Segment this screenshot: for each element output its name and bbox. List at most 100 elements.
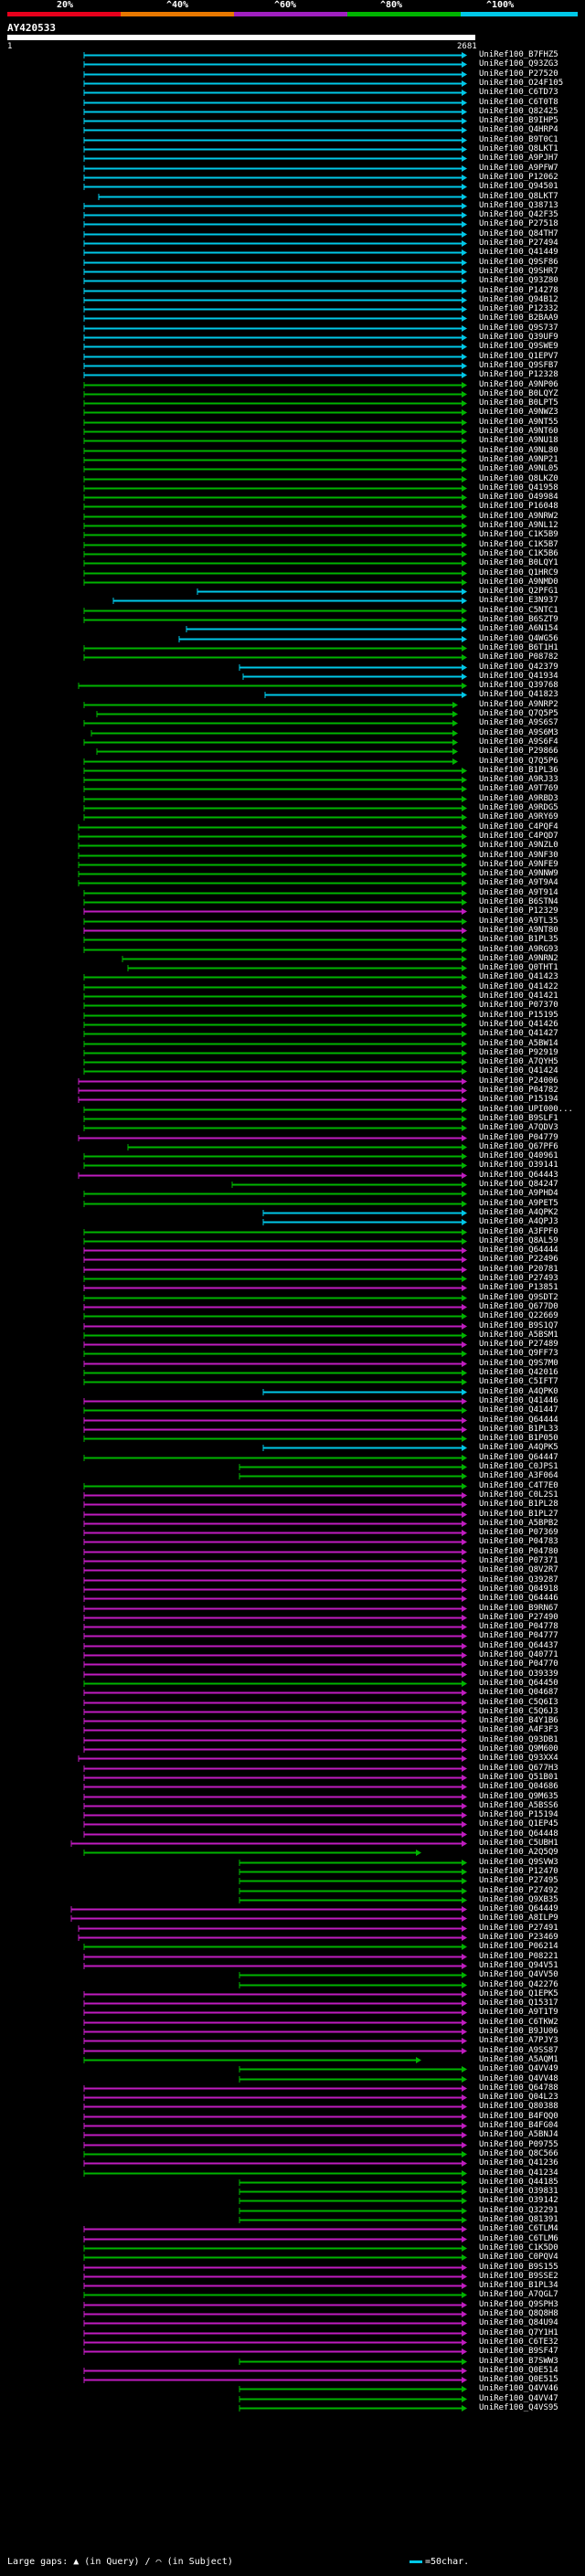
hit-label[interactable]: UniRef100_B9SLF1 <box>479 1113 558 1123</box>
hit-row[interactable]: UniRef100_Q80388 <box>0 2102 585 2111</box>
hit-label[interactable]: UniRef100_P08221 <box>479 1951 558 1961</box>
hit-label[interactable]: UniRef100_B2BAA9 <box>479 313 558 323</box>
hit-label[interactable]: UniRef100_A4QPK5 <box>479 1443 558 1453</box>
hit-row[interactable]: UniRef100_Q32291 <box>0 2205 585 2215</box>
hit-label[interactable]: UniRef100_Q42016 <box>479 1368 558 1377</box>
hit-row[interactable]: UniRef100_Q42016 <box>0 1368 585 1377</box>
hit-row[interactable]: UniRef100_Q64449 <box>0 1904 585 1914</box>
hit-label[interactable]: UniRef100_A6N154 <box>479 624 558 634</box>
hit-row[interactable]: UniRef100_Q4VV47 <box>0 2394 585 2403</box>
hit-row[interactable]: UniRef100_B1PL34 <box>0 2281 585 2290</box>
hit-row[interactable]: UniRef100_Q94B12 <box>0 294 585 304</box>
hit-row[interactable]: UniRef100_Q677H3 <box>0 1764 585 1773</box>
hit-label[interactable]: UniRef100_Q64444 <box>479 1246 558 1256</box>
hit-label[interactable]: UniRef100_P92919 <box>479 1047 558 1057</box>
hit-label[interactable]: UniRef100_B4Y1B6 <box>479 1716 558 1726</box>
hit-label[interactable]: UniRef100_P04777 <box>479 1631 558 1641</box>
hit-label[interactable]: UniRef100_C5Q6I3 <box>479 1697 558 1707</box>
hit-label[interactable]: UniRef100_P12332 <box>479 304 558 314</box>
hit-row[interactable]: UniRef100_Q9XB35 <box>0 1894 585 1904</box>
hit-label[interactable]: UniRef100_Q64449 <box>479 1904 558 1914</box>
hit-row[interactable]: UniRef100_P27493 <box>0 1274 585 1283</box>
hit-row[interactable]: UniRef100_Q9M600 <box>0 1744 585 1754</box>
hit-row[interactable]: UniRef100_A4QPK5 <box>0 1443 585 1453</box>
hit-label[interactable]: UniRef100_B1PL35 <box>479 935 558 945</box>
hit-label[interactable]: UniRef100_P07370 <box>479 1001 558 1011</box>
hit-row[interactable]: UniRef100_B1PL27 <box>0 1510 585 1519</box>
hit-label[interactable]: UniRef100_Q9SWE9 <box>479 342 558 352</box>
hit-row[interactable]: UniRef100_P06214 <box>0 1942 585 1951</box>
hit-row[interactable]: UniRef100_Q04918 <box>0 1585 585 1594</box>
hit-row[interactable]: UniRef100_C6TLM6 <box>0 2234 585 2243</box>
hit-row[interactable]: UniRef100_C5Q6J3 <box>0 1707 585 1716</box>
hit-label[interactable]: UniRef100_B1PL33 <box>479 1424 558 1434</box>
hit-row[interactable]: UniRef100_Q9SFB7 <box>0 361 585 370</box>
hit-label[interactable]: UniRef100_P29866 <box>479 747 558 757</box>
hit-label[interactable]: UniRef100_Q32291 <box>479 2205 558 2215</box>
hit-label[interactable]: UniRef100_Q81391 <box>479 2215 558 2224</box>
hit-label[interactable]: UniRef100_Q40961 <box>479 1151 558 1161</box>
hit-label[interactable]: UniRef100_B9IHP5 <box>479 116 558 126</box>
hit-label[interactable]: UniRef100_A9PHD4 <box>479 1189 558 1199</box>
hit-label[interactable]: UniRef100_E3N937 <box>479 596 558 606</box>
hit-row[interactable]: UniRef100_A5BSM1 <box>0 1330 585 1340</box>
hit-row[interactable]: UniRef100_C4PQF4 <box>0 822 585 832</box>
hit-label[interactable]: UniRef100_A9NFE9 <box>479 859 558 869</box>
hit-label[interactable]: UniRef100_P12328 <box>479 370 558 380</box>
hit-row[interactable]: UniRef100_Q8Q8H8 <box>0 2309 585 2318</box>
hit-row[interactable]: UniRef100_A9TL35 <box>0 917 585 926</box>
hit-label[interactable]: UniRef100_P04782 <box>479 1086 558 1095</box>
hit-row[interactable]: UniRef100_Q1EPV7 <box>0 352 585 361</box>
hit-label[interactable]: UniRef100_A9NWZ3 <box>479 408 558 418</box>
hit-row[interactable]: UniRef100_Q7Q5P6 <box>0 757 585 766</box>
hit-row[interactable]: UniRef100_C6TD73 <box>0 88 585 97</box>
hit-row[interactable]: UniRef100_A9NL80 <box>0 445 585 455</box>
hit-label[interactable]: UniRef100_O39339 <box>479 1669 558 1679</box>
hit-row[interactable]: UniRef100_P07371 <box>0 1556 585 1565</box>
hit-label[interactable]: UniRef100_A9SS87 <box>479 2045 558 2055</box>
hit-row[interactable]: UniRef100_A9S6M3 <box>0 728 585 737</box>
hit-label[interactable]: UniRef100_A5AQM1 <box>479 2054 558 2064</box>
hit-label[interactable]: UniRef100_A7QYH5 <box>479 1057 558 1067</box>
hit-row[interactable]: UniRef100_A9PJH7 <box>0 154 585 163</box>
hit-row[interactable]: UniRef100_B9S1Q7 <box>0 1321 585 1330</box>
hit-row[interactable]: UniRef100_Q8C566 <box>0 2149 585 2158</box>
hit-label[interactable]: UniRef100_A9NL80 <box>479 445 558 455</box>
hit-row[interactable]: UniRef100_P92919 <box>0 1047 585 1057</box>
hit-row[interactable]: UniRef100_A9NP06 <box>0 380 585 389</box>
hit-label[interactable]: UniRef100_Q94B12 <box>479 294 558 304</box>
hit-row[interactable]: UniRef100_Q4VV48 <box>0 2074 585 2083</box>
hit-row[interactable]: UniRef100_O39831 <box>0 2187 585 2196</box>
hit-row[interactable]: UniRef100_Q4VV49 <box>0 2064 585 2073</box>
hit-label[interactable]: UniRef100_P27490 <box>479 1612 558 1622</box>
hit-row[interactable]: UniRef100_P04778 <box>0 1622 585 1631</box>
hit-row[interactable]: UniRef100_B9SLF1 <box>0 1113 585 1123</box>
hit-label[interactable]: UniRef100_Q41958 <box>479 482 558 493</box>
hit-row[interactable]: UniRef100_Q41422 <box>0 982 585 991</box>
hit-row[interactable]: UniRef100_P12470 <box>0 1867 585 1876</box>
hit-label[interactable]: UniRef100_Q41427 <box>479 1029 558 1039</box>
hit-label[interactable]: UniRef100_Q9XB35 <box>479 1894 558 1904</box>
hit-label[interactable]: UniRef100_O39142 <box>479 2196 558 2206</box>
hit-label[interactable]: UniRef100_B7SWW3 <box>479 2356 558 2366</box>
hit-label[interactable]: UniRef100_Q8AL59 <box>479 1235 558 1246</box>
hit-row[interactable]: UniRef100_A7QYH5 <box>0 1057 585 1067</box>
hit-row[interactable]: UniRef100_Q4HRP4 <box>0 125 585 134</box>
hit-row[interactable]: UniRef100_A9PET5 <box>0 1199 585 1208</box>
hit-label[interactable]: UniRef100_Q1HRC9 <box>479 567 558 578</box>
hit-label[interactable]: UniRef100_Q41236 <box>479 2158 558 2168</box>
hit-row[interactable]: UniRef100_Q93Z80 <box>0 276 585 285</box>
hit-row[interactable]: UniRef100_C0L2S1 <box>0 1490 585 1500</box>
hit-label[interactable]: UniRef100_A9NT80 <box>479 925 558 935</box>
hit-row[interactable]: UniRef100_Q41449 <box>0 248 585 257</box>
hit-row[interactable]: UniRef100_Q64447 <box>0 1453 585 1462</box>
hit-row[interactable]: UniRef100_O39141 <box>0 1161 585 1170</box>
hit-row[interactable]: UniRef100_Q41823 <box>0 690 585 699</box>
hit-row[interactable]: UniRef100_Q15317 <box>0 1998 585 2008</box>
hit-row[interactable]: UniRef100_C4PQD7 <box>0 832 585 841</box>
hit-row[interactable]: UniRef100_Q40771 <box>0 1650 585 1659</box>
hit-label[interactable]: UniRef100_Q7Q5P5 <box>479 709 558 718</box>
hit-row[interactable]: UniRef100_A9RG93 <box>0 945 585 954</box>
hit-row[interactable]: UniRef100_P24006 <box>0 1076 585 1086</box>
hit-row[interactable]: UniRef100_A9NZL0 <box>0 841 585 850</box>
